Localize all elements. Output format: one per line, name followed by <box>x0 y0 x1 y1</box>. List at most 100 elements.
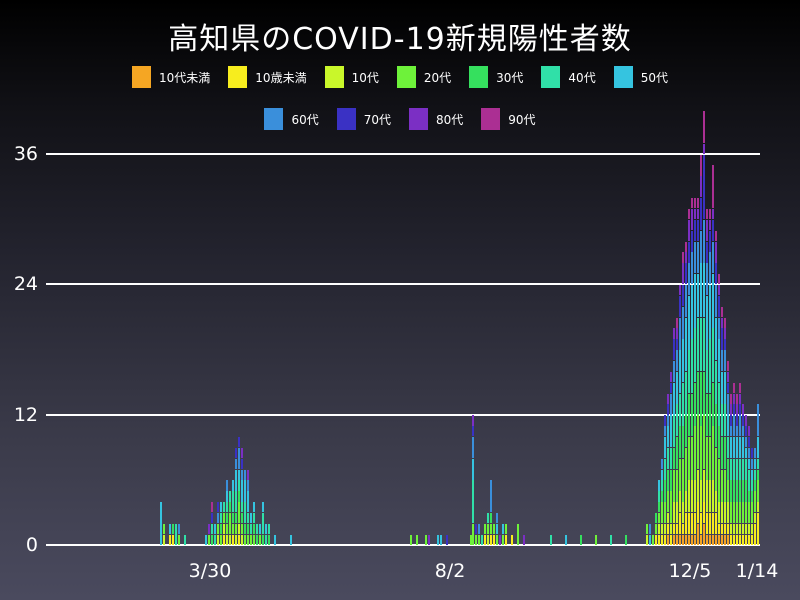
bar[interactable] <box>709 208 711 545</box>
bar[interactable] <box>724 317 726 545</box>
legend-item-40代[interactable]: 40代 <box>541 66 596 88</box>
bar[interactable] <box>511 534 513 545</box>
legend-item-70代[interactable]: 70代 <box>336 108 391 130</box>
bar[interactable] <box>437 534 439 545</box>
bar[interactable] <box>268 523 270 545</box>
bar[interactable] <box>517 523 519 545</box>
bar[interactable] <box>259 523 261 545</box>
legend-item-30代[interactable]: 30代 <box>469 66 523 88</box>
bar[interactable] <box>470 534 472 545</box>
bar[interactable] <box>505 523 507 545</box>
bar[interactable] <box>487 512 489 545</box>
bar[interactable] <box>416 534 418 545</box>
bar[interactable] <box>748 426 750 545</box>
bar[interactable] <box>715 230 717 545</box>
bar[interactable] <box>742 404 744 545</box>
bar[interactable] <box>679 284 681 545</box>
bar[interactable] <box>472 415 474 545</box>
bar[interactable] <box>262 502 264 545</box>
bar[interactable] <box>649 523 651 545</box>
bar[interactable] <box>673 328 675 545</box>
bar[interactable] <box>160 502 162 545</box>
bar[interactable] <box>625 534 627 545</box>
bar[interactable] <box>694 197 696 545</box>
bar[interactable] <box>733 382 735 545</box>
bar[interactable] <box>721 306 723 545</box>
bar[interactable] <box>718 273 720 545</box>
bar[interactable] <box>217 502 219 545</box>
bar[interactable] <box>229 491 231 545</box>
bar[interactable] <box>211 502 213 545</box>
bar[interactable] <box>484 523 486 545</box>
legend-item-60代[interactable]: 60代 <box>264 108 319 130</box>
bar[interactable] <box>658 480 660 545</box>
bar[interactable] <box>595 534 597 545</box>
bar[interactable] <box>223 502 225 545</box>
legend-item-90代[interactable]: 90代 <box>481 108 536 130</box>
bar[interactable] <box>184 534 186 545</box>
bar[interactable] <box>232 480 234 545</box>
bar[interactable] <box>205 534 207 545</box>
bar[interactable] <box>274 534 276 545</box>
bar[interactable] <box>247 469 249 545</box>
bar[interactable] <box>169 523 171 545</box>
bar[interactable] <box>490 480 492 545</box>
bar[interactable] <box>253 502 255 545</box>
bar[interactable] <box>730 393 732 545</box>
bar[interactable] <box>235 447 237 545</box>
bar[interactable] <box>736 393 738 545</box>
bar[interactable] <box>440 534 442 545</box>
bar[interactable] <box>428 534 430 545</box>
bar[interactable] <box>172 523 174 545</box>
bar[interactable] <box>163 523 165 545</box>
bar[interactable] <box>446 534 448 545</box>
bar[interactable] <box>691 197 693 545</box>
bar[interactable] <box>178 523 180 545</box>
bar[interactable] <box>290 534 292 545</box>
bar[interactable] <box>265 523 267 545</box>
bar[interactable] <box>208 523 210 545</box>
legend-item-10代[interactable]: 10代 <box>324 66 379 88</box>
bar[interactable] <box>220 502 222 545</box>
bar[interactable] <box>496 512 498 545</box>
bar[interactable] <box>523 534 525 545</box>
bar[interactable] <box>706 208 708 545</box>
bar[interactable] <box>685 241 687 545</box>
bar[interactable] <box>244 469 246 545</box>
bar[interactable] <box>425 534 427 545</box>
bar[interactable] <box>676 317 678 545</box>
bar[interactable] <box>214 523 216 545</box>
bar[interactable] <box>499 534 501 545</box>
bar[interactable] <box>688 208 690 545</box>
bar[interactable] <box>550 534 552 545</box>
bar[interactable] <box>565 534 567 545</box>
bar[interactable] <box>754 447 756 545</box>
legend-item-20代[interactable]: 20代 <box>396 66 451 88</box>
bar[interactable] <box>700 154 702 545</box>
bar[interactable] <box>682 252 684 545</box>
bar[interactable] <box>256 523 258 545</box>
bar[interactable] <box>646 523 648 545</box>
bar[interactable] <box>481 534 483 545</box>
bar[interactable] <box>250 512 252 545</box>
bar[interactable] <box>475 523 477 545</box>
bar[interactable] <box>652 534 654 545</box>
bar[interactable] <box>502 523 504 545</box>
bar[interactable] <box>745 415 747 545</box>
bar[interactable] <box>727 360 729 545</box>
bar[interactable] <box>667 393 669 545</box>
bar[interactable] <box>241 447 243 545</box>
bar[interactable] <box>655 512 657 545</box>
legend-item-10代未満[interactable]: 10代未満 <box>132 66 210 88</box>
bar[interactable] <box>661 458 663 545</box>
bar[interactable] <box>478 523 480 545</box>
bar[interactable] <box>712 165 714 545</box>
bar[interactable] <box>610 534 612 545</box>
bar[interactable] <box>751 447 753 545</box>
bar[interactable] <box>697 197 699 545</box>
bar[interactable] <box>664 415 666 545</box>
bar[interactable] <box>238 436 240 545</box>
bar[interactable] <box>757 404 759 545</box>
bar[interactable] <box>703 111 705 545</box>
legend-item-10歳未満[interactable]: 10歳未満 <box>228 66 307 88</box>
